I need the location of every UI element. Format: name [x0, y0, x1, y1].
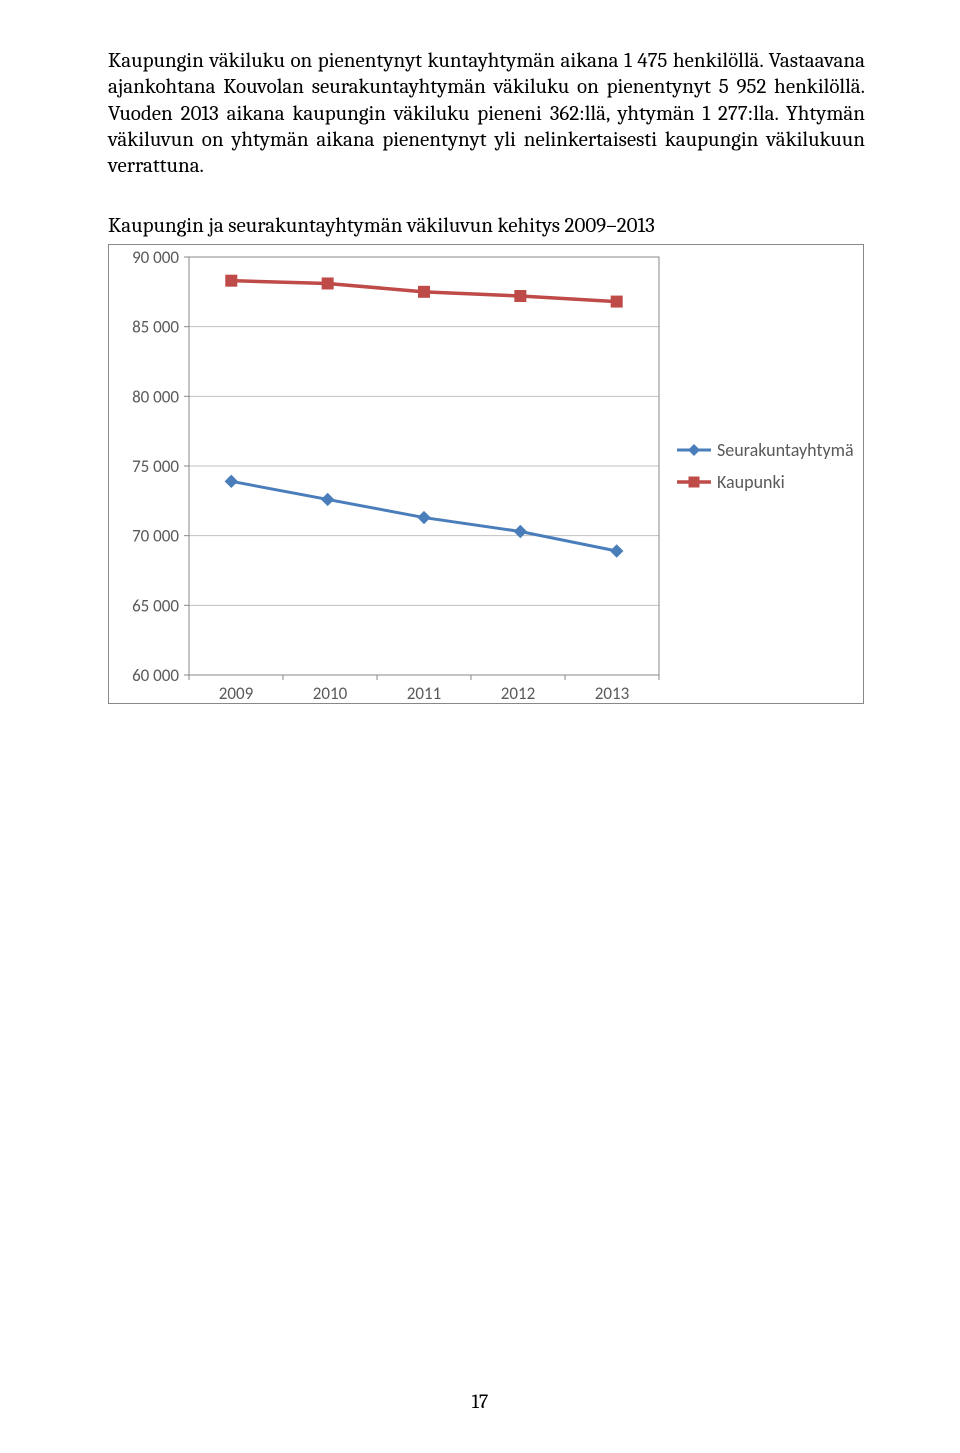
page-number: 17: [0, 1390, 960, 1413]
svg-text:80 000: 80 000: [132, 386, 179, 407]
svg-text:75 000: 75 000: [132, 456, 179, 477]
body-paragraph: Kaupungin väkiluku on pienentynyt kuntay…: [108, 48, 865, 179]
svg-text:2009: 2009: [219, 683, 254, 704]
chart-title: Kaupungin ja seurakuntayhtymän väkiluvun…: [108, 213, 865, 239]
line-chart: 60 000 65 000 70 000 75 000 80 000 85 000 90 0…: [109, 245, 865, 705]
chart-container: 60 000 65 000 70 000 75 000 80 000 85 000 90 0…: [108, 244, 864, 704]
svg-text:2012: 2012: [501, 683, 535, 704]
svg-text:Seurakuntayhtymä: Seurakuntayhtymä: [717, 439, 854, 461]
svg-text:70 000: 70 000: [132, 525, 179, 546]
svg-text:90 000: 90 000: [132, 247, 179, 268]
svg-text:85 000: 85 000: [132, 316, 179, 337]
svg-text:2011: 2011: [407, 683, 441, 704]
svg-text:2010: 2010: [313, 683, 348, 704]
svg-text:65 000: 65 000: [132, 595, 179, 616]
page: Kaupungin väkiluku on pienentynyt kuntay…: [0, 0, 960, 1453]
svg-text:Kaupunki: Kaupunki: [717, 471, 785, 493]
svg-text:2013: 2013: [595, 683, 629, 704]
svg-text:60 000: 60 000: [132, 665, 179, 686]
